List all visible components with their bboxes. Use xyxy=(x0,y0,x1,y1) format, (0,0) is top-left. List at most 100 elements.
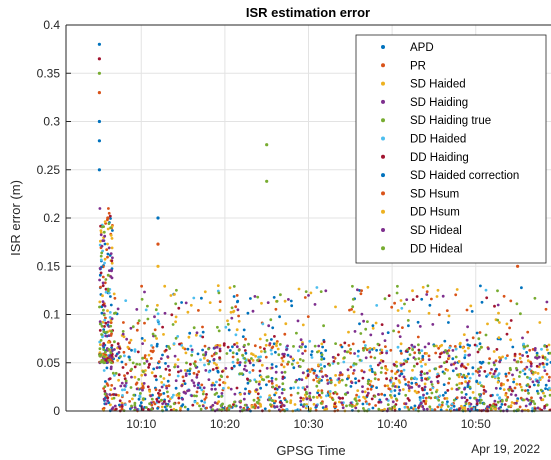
data-point xyxy=(248,359,251,363)
data-point xyxy=(306,315,310,318)
data-point xyxy=(519,312,522,316)
data-point xyxy=(308,339,312,343)
data-point xyxy=(153,334,157,338)
data-point xyxy=(345,350,349,354)
data-point xyxy=(513,386,517,390)
data-point xyxy=(278,343,282,346)
data-point xyxy=(420,349,424,352)
data-point xyxy=(198,404,201,408)
data-point xyxy=(371,326,375,330)
data-point xyxy=(292,366,296,370)
data-point xyxy=(286,344,289,348)
data-point xyxy=(404,393,408,397)
data-point xyxy=(321,375,325,379)
data-point xyxy=(128,358,132,362)
data-point xyxy=(237,314,241,318)
data-point xyxy=(465,375,469,378)
data-point xyxy=(164,367,168,371)
data-point xyxy=(158,366,162,369)
data-point xyxy=(505,398,508,402)
data-point xyxy=(271,345,275,349)
data-point xyxy=(320,389,324,393)
data-point xyxy=(357,349,360,353)
data-point xyxy=(135,328,139,332)
data-point xyxy=(398,335,402,338)
data-point xyxy=(428,303,432,307)
data-point xyxy=(240,372,244,376)
data-point xyxy=(526,359,530,363)
data-point xyxy=(172,342,176,345)
data-point xyxy=(385,368,389,372)
data-point xyxy=(133,406,137,409)
data-point xyxy=(167,384,171,388)
data-point xyxy=(524,404,528,408)
data-point xyxy=(191,403,195,407)
data-point xyxy=(298,377,301,381)
data-point xyxy=(418,398,422,402)
data-point xyxy=(500,399,504,402)
data-point xyxy=(529,364,533,368)
data-point xyxy=(393,389,397,392)
data-point xyxy=(379,400,383,404)
data-point xyxy=(226,322,230,326)
data-point xyxy=(110,237,114,240)
data-point xyxy=(355,393,358,397)
data-point xyxy=(535,351,539,355)
data-point xyxy=(401,326,404,329)
data-point xyxy=(141,388,144,392)
data-point xyxy=(99,339,103,342)
data-point xyxy=(400,306,404,310)
data-point xyxy=(350,308,353,311)
data-point xyxy=(515,399,519,403)
data-point xyxy=(380,348,384,352)
data-point xyxy=(431,386,435,390)
data-point xyxy=(467,372,470,376)
data-point xyxy=(274,307,278,311)
data-point xyxy=(283,299,287,303)
data-point xyxy=(201,392,205,396)
data-point xyxy=(396,284,399,288)
data-point xyxy=(210,387,214,391)
data-point xyxy=(107,334,111,337)
data-point xyxy=(282,388,286,391)
notable-point xyxy=(265,179,269,183)
data-point xyxy=(404,402,408,405)
data-point xyxy=(269,318,273,322)
data-point xyxy=(526,344,529,348)
data-point xyxy=(338,373,342,377)
data-point xyxy=(434,351,438,355)
data-point xyxy=(109,275,113,278)
data-point xyxy=(435,390,438,394)
data-point xyxy=(488,357,491,360)
data-point xyxy=(102,406,106,410)
data-point xyxy=(541,375,544,379)
data-point xyxy=(174,320,178,324)
data-point xyxy=(281,382,285,386)
data-point xyxy=(282,365,286,369)
data-point xyxy=(349,351,352,355)
data-point xyxy=(531,407,534,410)
data-point xyxy=(430,391,434,395)
data-point xyxy=(107,348,111,351)
data-point xyxy=(102,308,105,312)
data-point xyxy=(412,364,416,368)
data-point xyxy=(105,330,108,334)
data-point xyxy=(218,300,222,303)
data-point xyxy=(143,290,146,294)
data-point xyxy=(251,369,255,372)
x-tick-label: 10:30 xyxy=(293,417,323,431)
data-point xyxy=(410,376,413,380)
data-point xyxy=(202,353,205,357)
data-point xyxy=(136,321,140,325)
data-point xyxy=(359,332,363,335)
data-point xyxy=(455,288,459,291)
data-point xyxy=(153,315,156,319)
data-point xyxy=(124,379,128,383)
data-point xyxy=(186,369,189,373)
data-point xyxy=(344,393,348,396)
data-point xyxy=(117,373,121,377)
data-point xyxy=(417,348,421,352)
data-point xyxy=(531,370,535,374)
data-point xyxy=(434,367,438,371)
data-point xyxy=(513,352,517,356)
